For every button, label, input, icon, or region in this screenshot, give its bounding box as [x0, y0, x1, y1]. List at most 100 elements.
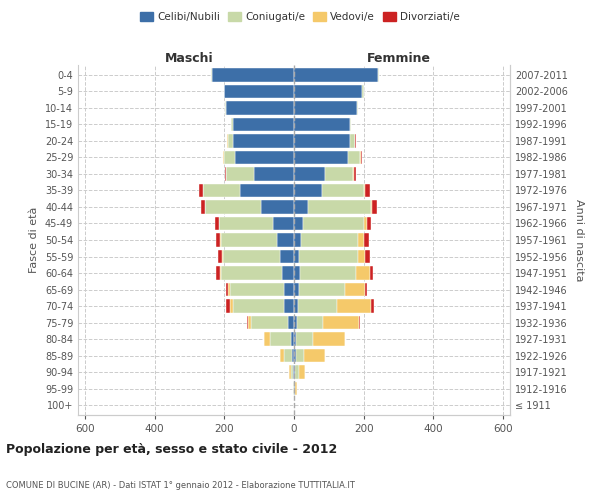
- Bar: [367, 217, 371, 230]
- Bar: [212, 68, 294, 82]
- Y-axis label: Fasce di età: Fasce di età: [29, 207, 39, 273]
- Text: COMUNE DI BUCINE (AR) - Dati ISTAT 1° gennaio 2012 - Elaborazione TUTTITALIA.IT: COMUNE DI BUCINE (AR) - Dati ISTAT 1° ge…: [6, 480, 355, 490]
- Bar: [222, 250, 223, 263]
- Bar: [294, 151, 348, 164]
- Bar: [233, 300, 284, 312]
- Bar: [269, 332, 290, 345]
- Bar: [365, 283, 367, 296]
- Bar: [280, 349, 284, 362]
- Bar: [205, 200, 261, 213]
- Bar: [226, 283, 228, 296]
- Bar: [220, 234, 221, 246]
- Bar: [344, 283, 365, 296]
- Bar: [294, 366, 295, 378]
- Bar: [294, 283, 299, 296]
- Bar: [290, 366, 293, 378]
- Bar: [284, 283, 294, 296]
- Bar: [304, 349, 325, 362]
- Bar: [299, 283, 344, 296]
- Bar: [359, 316, 360, 329]
- Bar: [364, 217, 367, 230]
- Bar: [323, 316, 359, 329]
- Bar: [251, 316, 288, 329]
- Bar: [230, 283, 284, 296]
- Bar: [348, 151, 360, 164]
- Bar: [373, 200, 377, 213]
- Bar: [294, 234, 301, 246]
- Bar: [224, 151, 235, 164]
- Bar: [293, 366, 294, 378]
- Bar: [299, 250, 358, 263]
- Bar: [199, 184, 203, 197]
- Bar: [295, 382, 297, 395]
- Bar: [294, 349, 296, 362]
- Bar: [344, 332, 345, 345]
- Bar: [355, 134, 356, 147]
- Bar: [220, 266, 221, 280]
- Text: Femmine: Femmine: [367, 52, 431, 65]
- Bar: [228, 283, 230, 296]
- Bar: [299, 366, 305, 378]
- Bar: [313, 332, 344, 345]
- Text: Popolazione per età, sesso e stato civile - 2012: Popolazione per età, sesso e stato civil…: [6, 442, 337, 456]
- Bar: [203, 184, 240, 197]
- Bar: [248, 316, 251, 329]
- Bar: [371, 300, 374, 312]
- Bar: [360, 151, 361, 164]
- Bar: [294, 134, 350, 147]
- Bar: [371, 200, 373, 213]
- Bar: [294, 266, 300, 280]
- Bar: [277, 234, 294, 246]
- Bar: [356, 266, 370, 280]
- Bar: [294, 382, 295, 395]
- Bar: [353, 168, 354, 180]
- Bar: [226, 300, 230, 312]
- Bar: [358, 250, 365, 263]
- Text: Maschi: Maschi: [165, 52, 214, 65]
- Bar: [301, 234, 358, 246]
- Bar: [365, 250, 370, 263]
- Bar: [284, 300, 294, 312]
- Bar: [265, 332, 269, 345]
- Bar: [282, 266, 294, 280]
- Bar: [280, 250, 294, 263]
- Bar: [254, 168, 294, 180]
- Bar: [294, 217, 303, 230]
- Bar: [377, 68, 379, 82]
- Bar: [325, 168, 353, 180]
- Bar: [216, 234, 220, 246]
- Bar: [294, 316, 297, 329]
- Bar: [294, 332, 296, 345]
- Bar: [294, 168, 325, 180]
- Bar: [217, 266, 220, 280]
- Bar: [233, 134, 294, 147]
- Bar: [289, 366, 290, 378]
- Bar: [294, 102, 357, 114]
- Bar: [231, 118, 233, 131]
- Bar: [350, 134, 355, 147]
- Bar: [300, 266, 356, 280]
- Bar: [296, 332, 313, 345]
- Y-axis label: Anni di nascita: Anni di nascita: [574, 198, 584, 281]
- Bar: [365, 184, 370, 197]
- Bar: [221, 266, 282, 280]
- Bar: [247, 316, 248, 329]
- Bar: [202, 200, 205, 213]
- Bar: [219, 217, 273, 230]
- Bar: [227, 134, 228, 147]
- Bar: [294, 300, 298, 312]
- Bar: [297, 316, 323, 329]
- Bar: [211, 68, 212, 82]
- Bar: [215, 217, 219, 230]
- Bar: [337, 300, 371, 312]
- Bar: [357, 102, 358, 114]
- Bar: [233, 118, 294, 131]
- Bar: [223, 151, 224, 164]
- Bar: [235, 151, 294, 164]
- Bar: [223, 250, 280, 263]
- Bar: [261, 200, 294, 213]
- Bar: [322, 184, 364, 197]
- Bar: [354, 168, 356, 180]
- Bar: [364, 234, 369, 246]
- Bar: [350, 118, 352, 131]
